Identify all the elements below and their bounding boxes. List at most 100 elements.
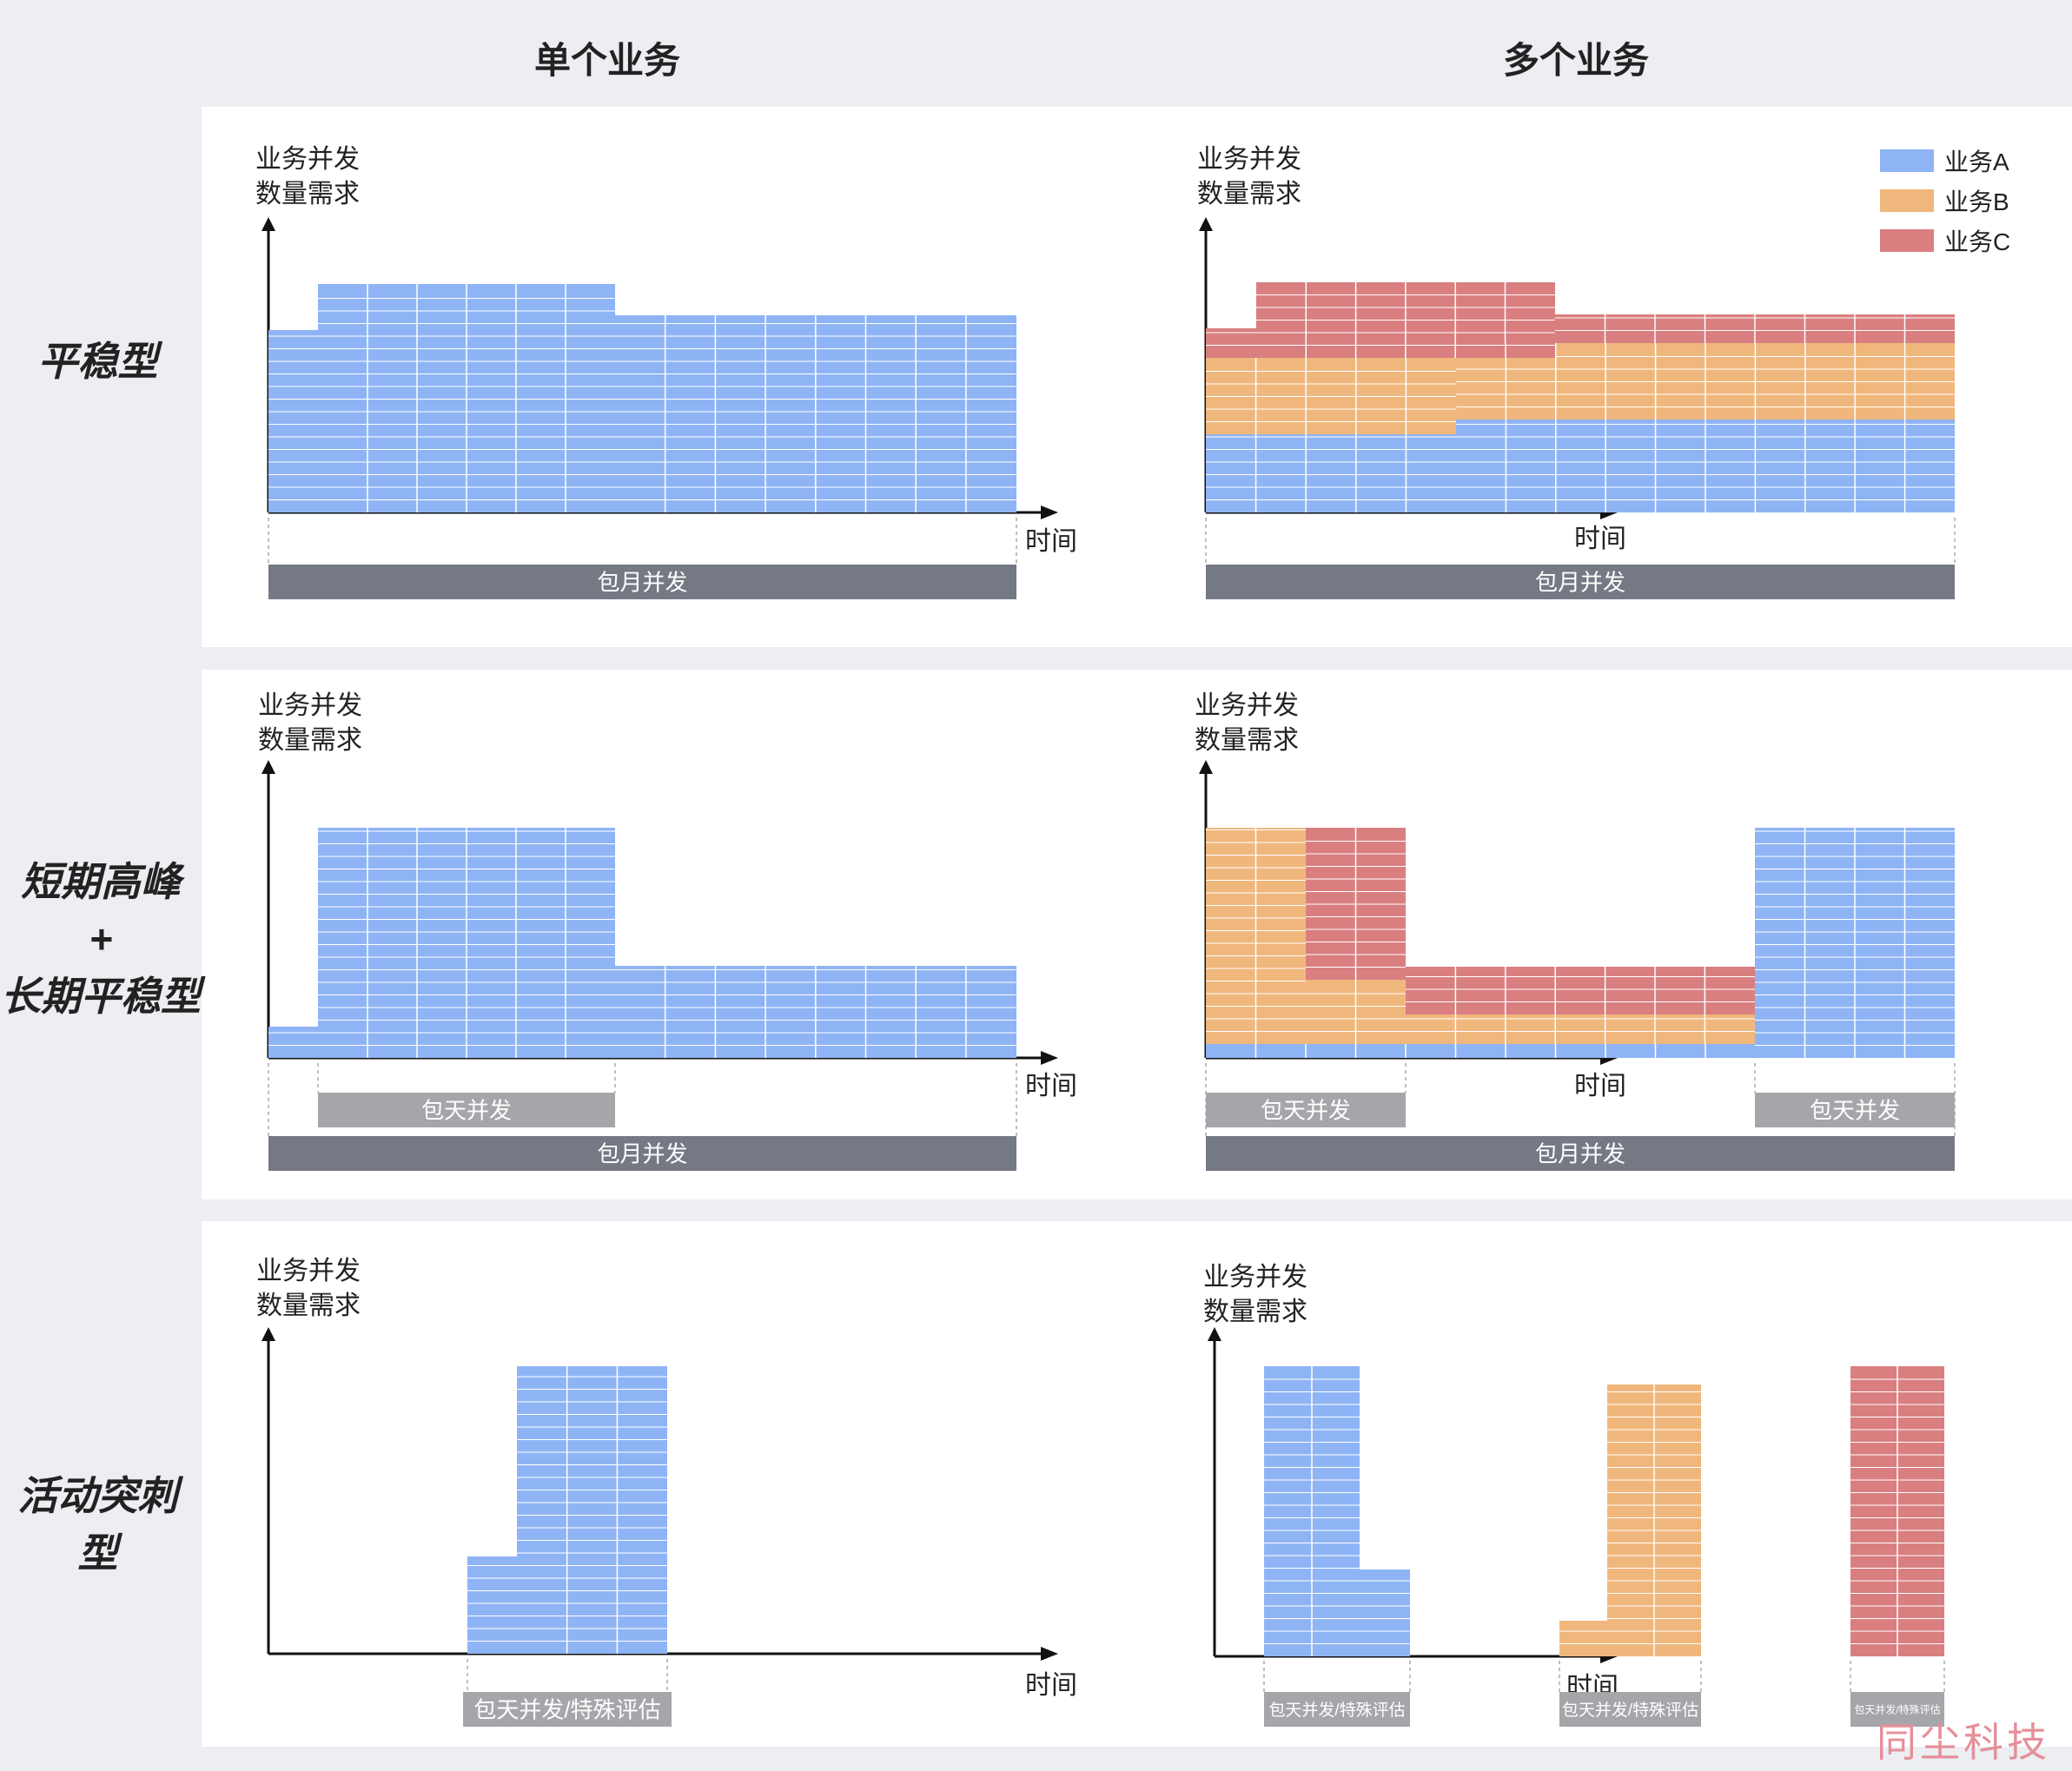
x-axis-label: 时间 xyxy=(1025,1671,1077,1700)
y-axis-label-line1: 业务并发 xyxy=(256,1257,361,1285)
billing-bar-label: 包天并发/特殊评估 xyxy=(1268,1701,1405,1720)
y-axis-arrow xyxy=(261,760,275,774)
y-axis-label-line2: 数量需求 xyxy=(1195,726,1299,755)
stacked-block xyxy=(1755,828,1955,1058)
block-fill xyxy=(1406,1014,1755,1044)
y-axis-label-line2: 数量需求 xyxy=(255,180,360,208)
block-fill xyxy=(1206,434,1456,512)
y-axis-arrow xyxy=(261,1327,275,1341)
y-axis-label-line2: 数量需求 xyxy=(1197,180,1301,208)
stacked-block xyxy=(1406,1014,1755,1044)
y-axis-label-line1: 业务并发 xyxy=(255,145,360,174)
stacked-block xyxy=(1555,314,1955,343)
watermark-text: 同尘科技 xyxy=(1877,1719,2050,1766)
billing-bar xyxy=(1559,1692,1701,1727)
stacked-block xyxy=(1559,1621,1607,1656)
y-axis-label-line2: 数量需求 xyxy=(256,1292,361,1320)
stacked-block xyxy=(268,1027,318,1058)
block-fill xyxy=(1360,1569,1410,1656)
stacked-block xyxy=(1206,434,1456,512)
stacked-block xyxy=(1456,343,1955,420)
y-axis-label-line1: 业务并发 xyxy=(258,691,362,720)
billing-bar-label: 包天并发/特殊评估 xyxy=(1562,1701,1698,1720)
row-label-burst: 活动突刺型 xyxy=(0,1464,195,1579)
billing-bar xyxy=(1264,1692,1410,1727)
billing-bar xyxy=(1206,565,1955,599)
y-axis-arrow xyxy=(1208,1327,1221,1341)
block-fill xyxy=(268,330,318,512)
billing-bar-label: 包天并发/特殊评估 xyxy=(473,1696,660,1722)
x-axis-arrow xyxy=(1041,1647,1058,1661)
row-label-stable: 平稳型 xyxy=(0,330,195,387)
x-axis-arrow xyxy=(1041,1051,1058,1065)
row-bg-burst xyxy=(202,1221,2072,1747)
row-label-line: + xyxy=(89,916,113,961)
billing-bar xyxy=(268,565,1016,599)
stacked-block xyxy=(615,315,1016,512)
block-fill xyxy=(1559,1621,1607,1656)
row-label-line: 短期高峰 xyxy=(21,859,181,904)
stacked-block xyxy=(1607,1384,1701,1656)
y-axis-label-line1: 业务并发 xyxy=(1197,145,1301,174)
legend-swatch xyxy=(1880,189,1934,212)
x-axis-label: 时间 xyxy=(1574,525,1626,553)
stacked-block xyxy=(1206,328,1256,358)
stacked-block xyxy=(615,966,1016,1058)
y-axis-arrow xyxy=(1199,217,1213,231)
x-axis-label: 时间 xyxy=(1025,1072,1077,1100)
stacked-block xyxy=(517,1366,667,1654)
block-fill xyxy=(517,1366,667,1654)
column-header-single: 单个业务 xyxy=(534,40,681,81)
stacked-block xyxy=(1306,980,1406,1044)
block-fill xyxy=(1206,1044,1755,1058)
stacked-block xyxy=(1456,343,1555,358)
stacked-block xyxy=(318,284,615,512)
stacked-block xyxy=(1306,828,1406,980)
block-fill xyxy=(268,1027,318,1058)
stacked-block xyxy=(1360,1569,1410,1656)
row-label-peak: 短期高峰 + 长期平稳型 xyxy=(0,853,202,1025)
column-header-multi: 多个业务 xyxy=(1503,40,1650,81)
x-axis-arrow xyxy=(1041,506,1058,519)
y-axis-arrow xyxy=(261,217,275,231)
legend-swatch xyxy=(1880,229,1934,252)
billing-bar xyxy=(318,1093,615,1127)
stacked-block xyxy=(1406,967,1755,1014)
billing-bar-label: 包天并发/特殊评估 xyxy=(1854,1702,1940,1715)
billing-bar-label: 包天并发 xyxy=(1261,1097,1351,1123)
legend-label: 业务C xyxy=(1944,228,2010,255)
billing-bar-label: 包月并发 xyxy=(597,1140,687,1166)
stacked-block xyxy=(467,1556,517,1654)
stacked-block xyxy=(1206,1044,1755,1058)
y-axis-label-line1: 业务并发 xyxy=(1203,1263,1307,1292)
stacked-block xyxy=(268,330,318,512)
row-label-line: 活动突刺型 xyxy=(17,1473,178,1576)
legend-swatch xyxy=(1880,149,1934,172)
y-axis-label-line2: 数量需求 xyxy=(1203,1298,1307,1326)
x-axis-label: 时间 xyxy=(1025,527,1077,556)
billing-bar xyxy=(268,1136,1016,1171)
stacked-block xyxy=(318,828,615,1058)
billing-bar-label: 包月并发 xyxy=(597,569,687,595)
billing-bar-label: 包月并发 xyxy=(1535,569,1625,595)
billing-bar xyxy=(1206,1136,1955,1171)
x-axis-label: 时间 xyxy=(1574,1072,1626,1100)
stacked-block xyxy=(1264,1366,1360,1656)
row-label-line: 平稳型 xyxy=(37,339,158,384)
billing-bar xyxy=(1206,1093,1406,1127)
row-label-line: 长期平稳型 xyxy=(1,974,201,1019)
legend-label: 业务A xyxy=(1944,149,2009,175)
block-fill xyxy=(467,1556,517,1654)
billing-bar-label: 包月并发 xyxy=(1535,1140,1625,1166)
y-axis-arrow xyxy=(1199,760,1213,774)
billing-bar-label: 包天并发 xyxy=(421,1097,512,1123)
billing-bar xyxy=(463,1692,672,1727)
y-axis-label-line2: 数量需求 xyxy=(258,726,362,755)
block-fill xyxy=(1406,967,1755,1014)
stacked-block xyxy=(1850,1366,1944,1656)
y-axis-label-line1: 业务并发 xyxy=(1195,691,1299,720)
block-fill xyxy=(1206,328,1256,358)
billing-bar-label: 包天并发 xyxy=(1810,1097,1900,1123)
stacked-block xyxy=(1206,358,1456,434)
